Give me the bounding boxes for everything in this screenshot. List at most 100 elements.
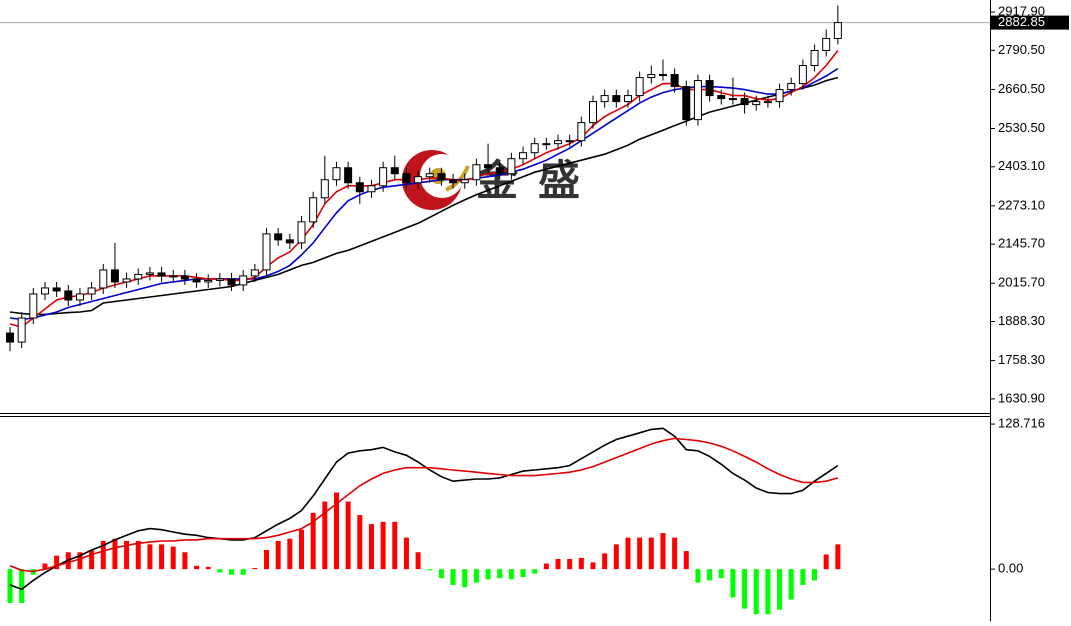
macd-bar [287,538,293,570]
candle-body [379,167,388,187]
macd-bar [613,544,619,570]
macd-bar [753,569,759,615]
y-tick-label: 2015.70 [998,275,1045,290]
candle-body [157,272,166,277]
macd-bar [54,555,60,570]
y-tick-label: 128.716 [998,416,1045,431]
candle-body [600,95,609,103]
macd-bar [742,569,748,609]
macd-bar [590,562,596,570]
macd-bar [182,552,188,570]
macd-bar [392,521,398,570]
macd-bar [147,544,153,570]
macd-bar [310,512,316,570]
candle-body [658,74,667,77]
macd-bar [380,521,386,570]
candle-body [495,167,504,175]
y-tick-label: 2530.50 [998,120,1045,135]
macd-bar [823,554,829,570]
candle-body [204,279,213,283]
macd-bar [450,569,456,585]
candle-body [484,164,493,169]
y-tick-label: 1630.90 [998,390,1045,405]
macd-bar [578,557,584,570]
candle-body [425,173,434,178]
macd-bar [42,563,48,570]
candle-body [717,95,726,100]
macd-bar [135,540,141,570]
candle-body [99,269,108,289]
candle-body [29,293,38,319]
macd-bar [229,569,235,575]
macd-bar [89,549,95,570]
macd-bar [462,569,468,588]
candle-body [577,122,586,142]
macd-bar [473,569,479,583]
macd-bar [567,559,573,570]
macd-bar [345,501,351,570]
candle-body [52,287,61,292]
candle-body [75,293,84,301]
candle-body [472,164,481,181]
macd-bar [532,569,538,574]
candle-body [670,74,679,88]
macd-bar [275,540,281,570]
macd-bar [19,569,25,603]
candle-body [145,272,154,275]
candle-body [390,167,399,175]
candle-body [623,95,632,103]
candle-body [367,185,376,193]
candle-body [122,278,131,283]
candle-body [192,278,201,283]
candle-body [402,173,411,184]
candle-body [519,152,528,160]
candle-body [262,233,271,271]
candle-body [309,197,318,223]
macd-bar [112,538,118,570]
candle-body [320,179,329,199]
macd-bar [100,540,106,570]
candle-body [542,143,551,146]
y-tick-label: 2790.50 [998,42,1045,57]
candle-body [40,287,49,295]
candle-body [17,317,26,343]
candle-body [507,158,516,175]
macd-bar [170,546,176,570]
candle-body [274,233,283,241]
candle-body [239,275,248,286]
candle-body [798,65,807,85]
candle-body [728,98,737,101]
candle-body [612,95,621,103]
y-tick-label: 2660.50 [998,81,1045,96]
macd-bar [555,559,561,570]
macd-bar [777,569,783,610]
candle-body [134,273,143,280]
candle-body [810,49,819,67]
macd-bar [77,552,83,570]
macd-bar [765,569,771,615]
macd-bar [707,569,713,581]
candle-body [833,22,842,39]
indicator-line [9,437,839,573]
macd-bar [683,551,689,570]
macd-bar [648,537,654,570]
candle-body [682,86,691,121]
y-tick-label: 2917.90 [998,3,1045,18]
y-tick-label: 1888.30 [998,313,1045,328]
macd-bar [205,566,211,570]
candle-body [250,269,259,277]
y-tick-label: 1758.30 [998,352,1045,367]
macd-bar [194,565,200,570]
macd-bar [485,569,491,580]
candle-body [775,89,784,103]
candle-body [693,80,702,121]
candle-body [589,101,597,124]
indicator-line [9,427,839,591]
candle-body [787,83,796,91]
macd-bar [240,569,246,575]
macd-bar [718,569,724,579]
candle-body [740,98,749,106]
last-price-label: 2882.85 [998,14,1045,29]
